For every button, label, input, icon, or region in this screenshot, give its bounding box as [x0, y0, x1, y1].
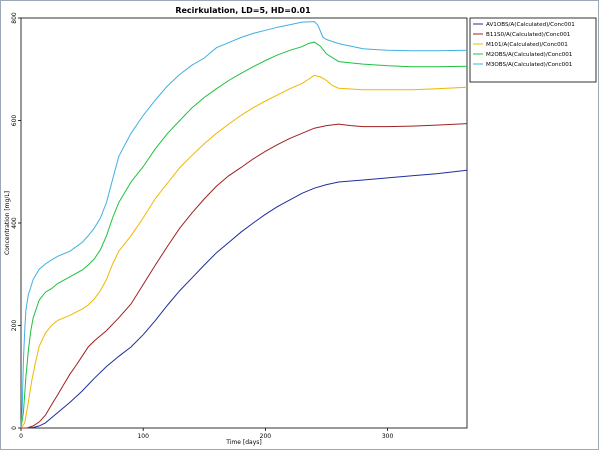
series-line-4: [20, 41, 468, 429]
legend-label-3: M101/A(Calculated)/Conc001: [486, 42, 568, 48]
series-line-2: [21, 123, 468, 429]
y-tick-label: 0: [11, 426, 18, 430]
x-tick-label: 100: [137, 433, 149, 440]
legend-label-4: M2OBS/A(Calculated)/Conc001: [486, 52, 573, 58]
x-tick-label: 200: [260, 433, 272, 440]
legend-label-1: AV1OBS/A(Calculated)/Conc001: [486, 22, 575, 28]
y-axis-label: Concentration [mg/L]: [4, 191, 11, 255]
y-tick-label: 600: [11, 115, 18, 127]
legend-box: [469, 17, 597, 83]
y-tick-label: 400: [11, 217, 18, 229]
legend: AV1OBS/A(Calculated)/Conc001 B11S0/A(Calc…: [469, 17, 597, 83]
series-line-5: [20, 21, 468, 429]
legend-label-2: B11S0/A(Calculated)/Conc001: [486, 32, 571, 38]
x-tick-label: 300: [382, 433, 394, 440]
series-line-1: [21, 169, 468, 429]
x-tick-label: 0: [19, 433, 23, 440]
y-tick-label: 800: [11, 12, 18, 24]
series-line-3: [20, 74, 468, 429]
y-tick-label: 200: [11, 320, 18, 332]
legend-items: AV1OBS/A(Calculated)/Conc001 B11S0/A(Calc…: [473, 22, 575, 68]
series-layer: [20, 21, 468, 429]
legend-label-5: M3OBS/A(Calculated)/Conc001: [486, 62, 573, 68]
chart-title: Recirkulation, LD=5, HD=0.01: [175, 6, 311, 15]
axis-layer: 0 100 200 300 0 200 400 600 800: [11, 12, 393, 440]
x-axis-label: Time [days]: [225, 439, 261, 446]
plot-area: [20, 17, 468, 429]
